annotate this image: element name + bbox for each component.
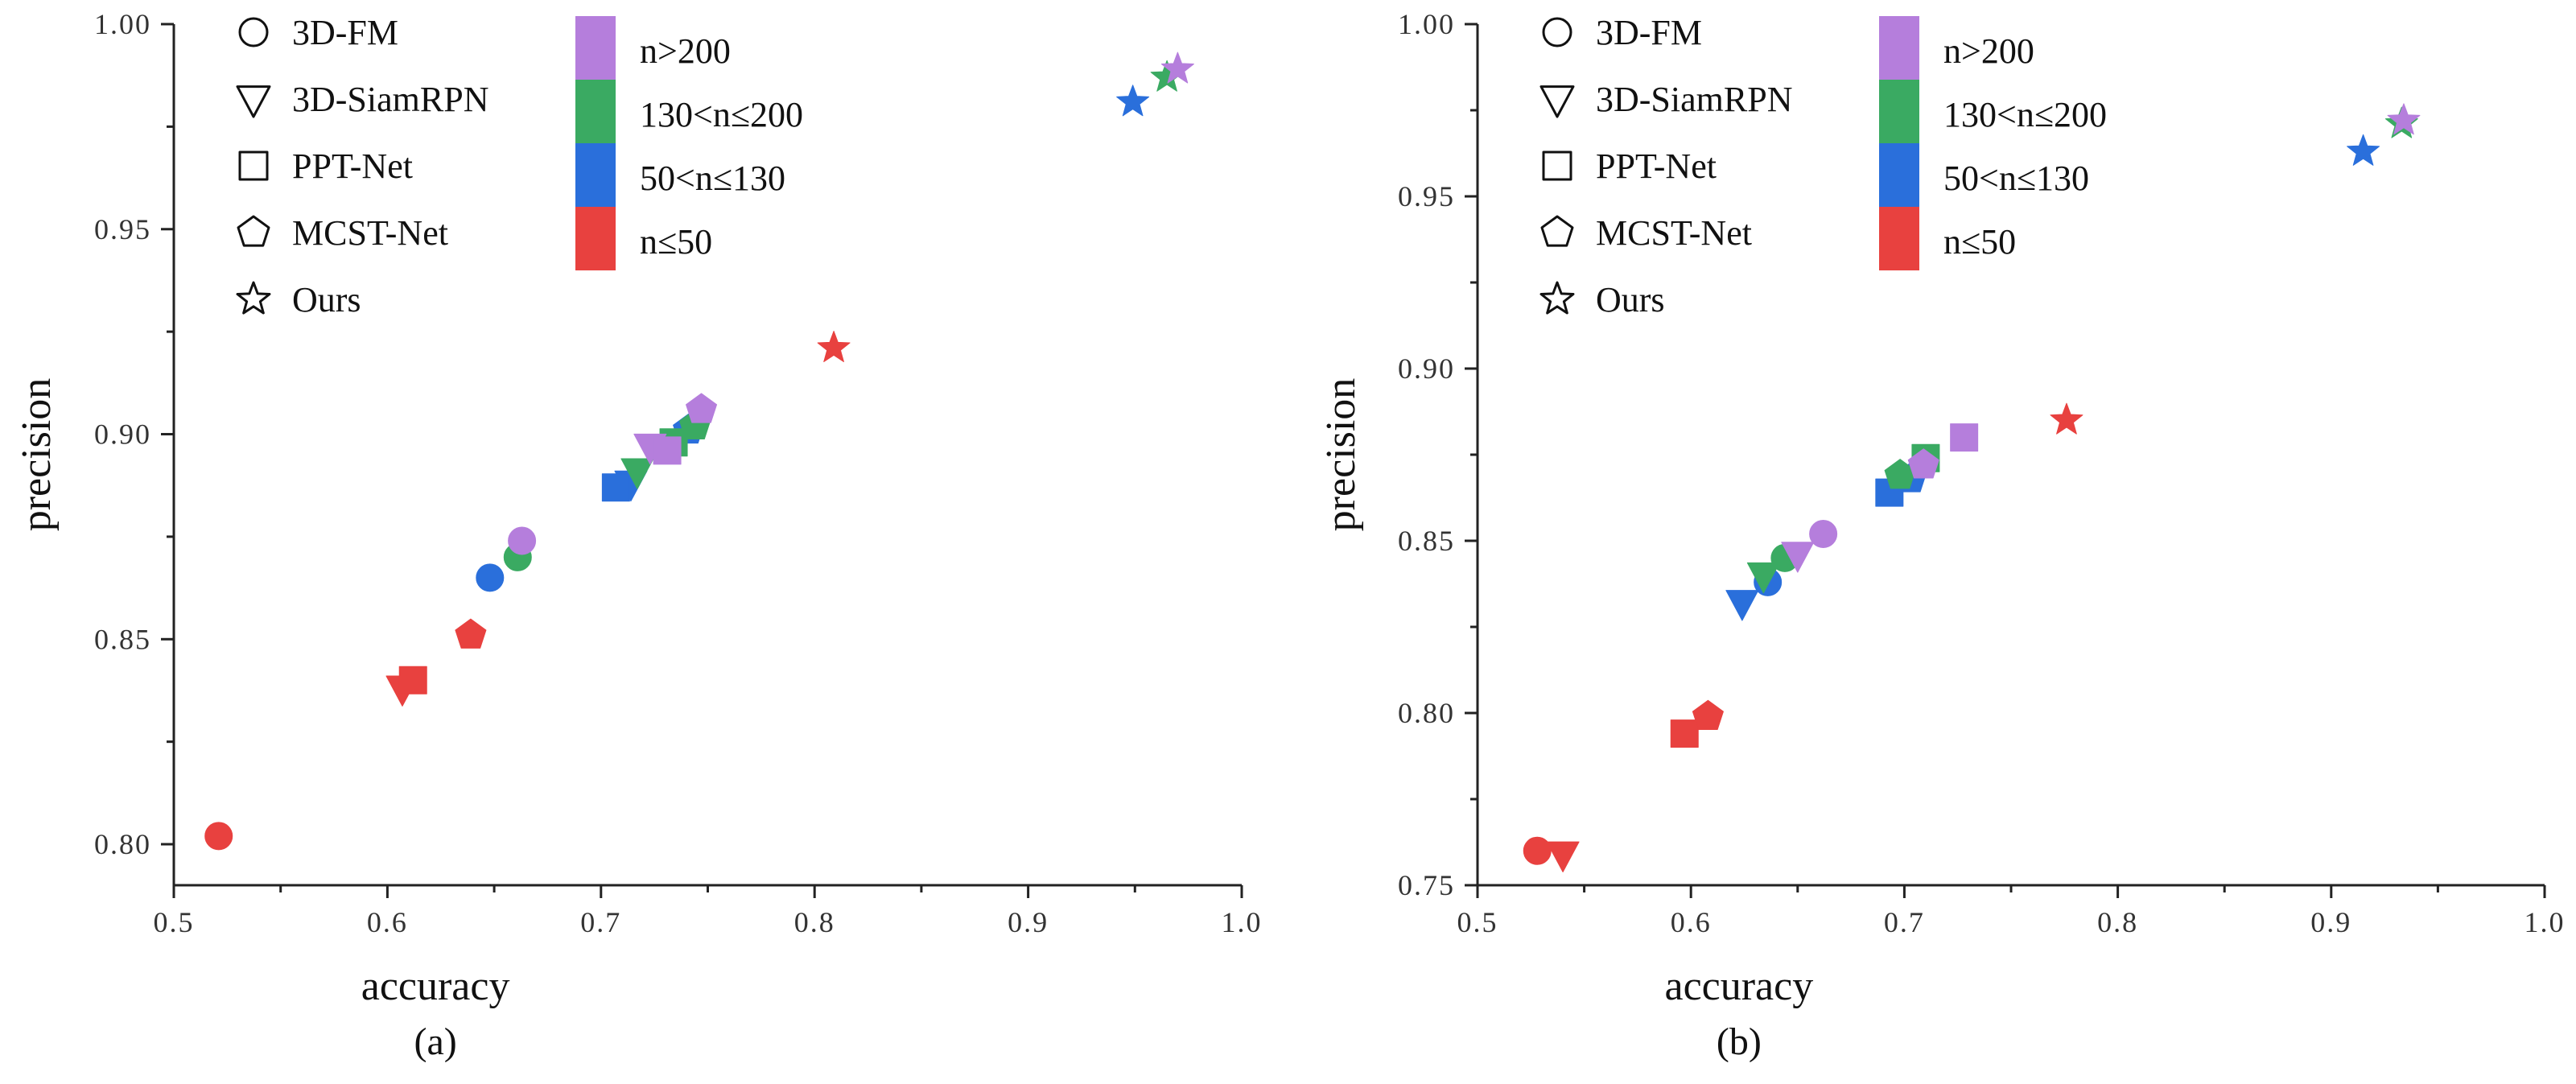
y-tick-label: 0.90: [94, 418, 151, 451]
group-legend: n>200 130<n≤200 50<n≤130 n≤50: [575, 16, 803, 270]
legend-color-swatch: [1879, 143, 1919, 207]
legend-color-swatch: [575, 143, 616, 207]
data-point-square: [1950, 423, 1979, 452]
legend-color-swatch: [1879, 207, 1919, 270]
data-point-star: [1160, 52, 1194, 84]
legend-color-swatch: [575, 80, 616, 143]
x-tick-label: 0.8: [2097, 906, 2138, 938]
data-point-star: [817, 331, 851, 363]
data-point-circle: [1809, 519, 1838, 548]
y-tick-label: 0.80: [94, 828, 151, 860]
group-legend: n>200 130<n≤200 50<n≤130 n≤50: [1879, 16, 2107, 270]
x-tick-label: 0.9: [1008, 906, 1049, 938]
legend-marker-pentagon: [1540, 215, 1574, 247]
x-axis-title: accuracy: [361, 963, 510, 1009]
chart-panel-b: 0.5 0.6 0.7 0.8 0.9 1.0 0.75 0.80 0.85 0.90 0.95 1.…: [1318, 8, 2566, 1063]
x-tick-label: 0.5: [1457, 906, 1498, 938]
y-tick-label: 0.75: [1398, 869, 1455, 901]
legend-color-swatch: [575, 207, 616, 270]
legend-group-label: 50<n≤130: [1943, 159, 2089, 198]
legend-method-label: PPT-Net: [1596, 146, 1717, 186]
legend-group-label: 130<n≤200: [640, 95, 803, 134]
x-tick-label: 0.9: [2310, 906, 2351, 938]
data-point-circle: [476, 563, 505, 592]
legend-group-label: n>200: [640, 31, 731, 71]
data-point-triangle-down: [1746, 562, 1780, 594]
data-point-circle: [204, 822, 233, 851]
legend-method-label: MCST-Net: [292, 213, 448, 253]
x-tick-label: 0.6: [1671, 906, 1712, 938]
y-tick-label: 0.80: [1398, 697, 1455, 729]
legend-marker-square: [1542, 150, 1572, 181]
data-point-triangle-down: [620, 458, 654, 489]
data-point-circle: [508, 526, 537, 555]
legend-marker-circle: [1542, 17, 1572, 47]
y-tick-label: 1.00: [94, 8, 151, 40]
legend-marker-circle: [238, 17, 269, 47]
panel-caption: (a): [414, 1020, 456, 1063]
data-point-pentagon: [1907, 448, 1939, 479]
legend-method-label: MCST-Net: [1596, 213, 1752, 253]
x-tick-label: 1.0: [1222, 906, 1263, 938]
data-point-star: [2387, 103, 2421, 135]
legend-color-swatch: [575, 16, 616, 80]
data-point-triangle-down: [1725, 590, 1759, 621]
panel-caption: (b): [1717, 1020, 1762, 1063]
legend-marker-pentagon: [237, 215, 270, 247]
legend-color-swatch: [1879, 80, 1919, 143]
method-legend: 3D-FM 3D-SiamRPN PPT-Net MCST-Net Ours: [236, 13, 488, 319]
data-point-pentagon: [455, 618, 487, 649]
legend-color-swatch: [1879, 16, 1919, 80]
legend-group-label: n≤50: [640, 222, 712, 262]
y-axis-title: precision: [14, 378, 60, 532]
legend-method-label: 3D-SiamRPN: [292, 80, 488, 119]
legend-method-label: 3D-FM: [1596, 13, 1702, 52]
legend-group-label: 130<n≤200: [1943, 95, 2107, 134]
legend-method-label: PPT-Net: [292, 146, 413, 186]
data-point-square: [601, 473, 630, 502]
legend-marker-star: [236, 281, 271, 315]
data-point-triangle-down: [1546, 841, 1580, 872]
y-axis-title: precision: [1318, 378, 1364, 532]
legend-group-label: n>200: [1943, 31, 2034, 71]
data-point-square: [1670, 719, 1699, 748]
x-tick-label: 0.6: [367, 906, 408, 938]
data-point-circle: [1523, 836, 1552, 865]
legend-marker-triangle-down: [1539, 85, 1575, 118]
legend-method-label: Ours: [292, 280, 361, 319]
chart-panel-a: 0.5 0.6 0.7 0.8 0.9 1.0 0.80 0.85 0.90 0.95 1.00 ac…: [14, 8, 1263, 1063]
y-tick-label: 0.95: [1398, 180, 1455, 212]
x-tick-label: 0.5: [154, 906, 195, 938]
x-tick-label: 0.7: [1884, 906, 1925, 938]
y-tick-label: 0.85: [94, 623, 151, 655]
x-tick-label: 0.8: [794, 906, 835, 938]
data-point-square: [653, 436, 682, 465]
x-axis-title: accuracy: [1665, 963, 1814, 1009]
legend-group-label: n≤50: [1943, 222, 2016, 262]
x-tick-label: 1.0: [2524, 906, 2566, 938]
data-point-pentagon: [686, 393, 718, 423]
legend-group-label: 50<n≤130: [640, 159, 785, 198]
y-tick-label: 0.95: [94, 213, 151, 245]
legend-marker-triangle-down: [236, 85, 271, 118]
y-tick-label: 0.90: [1398, 352, 1455, 385]
legend-method-label: 3D-FM: [292, 13, 398, 52]
data-points: [204, 52, 1194, 851]
data-point-square: [398, 666, 427, 695]
data-point-pentagon: [1692, 699, 1724, 730]
data-point-triangle-down: [1781, 542, 1815, 573]
y-tick-label: 0.85: [1398, 525, 1455, 557]
data-point-star: [1116, 84, 1150, 117]
method-legend: 3D-FM 3D-SiamRPN PPT-Net MCST-Net Ours: [1539, 13, 1792, 319]
data-point-star: [2347, 134, 2380, 166]
legend-marker-square: [238, 150, 269, 181]
data-points: [1523, 103, 2421, 872]
legend-method-label: Ours: [1596, 280, 1665, 319]
data-point-star: [2050, 402, 2083, 435]
legend-marker-star: [1539, 281, 1575, 315]
x-tick-label: 0.7: [580, 906, 621, 938]
y-tick-label: 1.00: [1398, 8, 1455, 40]
legend-method-label: 3D-SiamRPN: [1596, 80, 1792, 119]
